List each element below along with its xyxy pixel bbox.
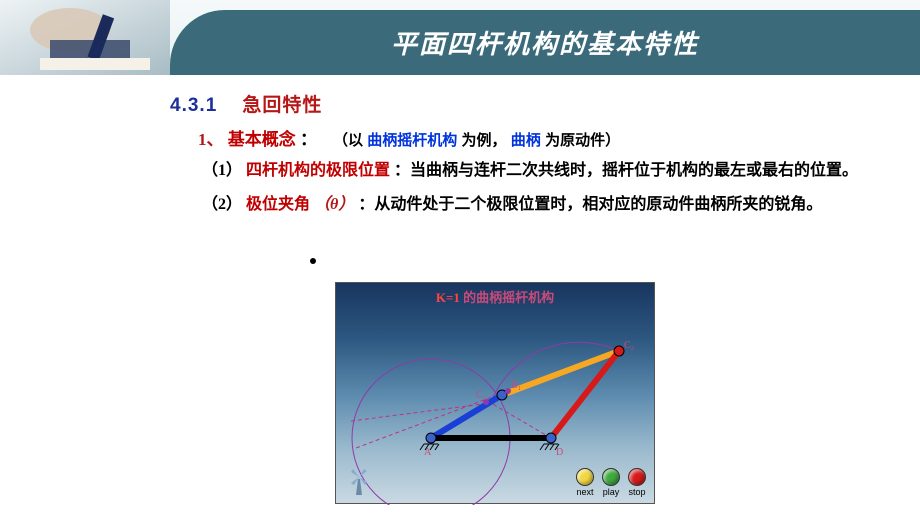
term-angle: 极位夹角 (246, 196, 310, 213)
concept-index: 1、 (198, 130, 224, 149)
concept-line: 1、 基本概念 ： （以 曲柄摇杆机构 为例， 曲柄 为原动件） (198, 125, 860, 150)
banner-title-area: 平面四杆机构的基本特性 (170, 10, 920, 75)
crank-circle (352, 359, 510, 505)
mechanism-diagram: K=1 的曲柄摇杆机构 A B₁ C₁ (335, 282, 655, 504)
crank-bar (431, 395, 502, 438)
section-number: 4.3.1 (170, 95, 217, 116)
stop-control: stop (628, 468, 646, 497)
joint-d (546, 433, 556, 443)
definition-1: （1） 四杆机构的极限位置 ：当曲柄与连杆二次共线时，摇杆位于机构的最左或最右的… (170, 156, 860, 186)
banner-photo (0, 0, 170, 75)
dashed-line-3 (491, 403, 551, 438)
definition-2: （2） 极位夹角 （θ） ：从动件处于二个极限位置时，相对应的原动件曲柄所夹的锐… (170, 190, 860, 220)
stop-button[interactable] (628, 468, 646, 486)
label-c2: C₂ (624, 340, 634, 351)
diagram-controls: next play stop (576, 468, 646, 497)
content-area: 4.3.1 急回特性 1、 基本概念 ： （以 曲柄摇杆机构 为例， 曲柄 为原… (0, 75, 920, 219)
label-d: D (556, 447, 563, 458)
label-a: A (424, 447, 432, 458)
concept-label: 基本概念 (228, 130, 296, 149)
next-control: next (576, 468, 594, 497)
joint-a (426, 433, 436, 443)
page-title: 平面四杆机构的基本特性 (391, 24, 699, 61)
bullet-dot (310, 258, 316, 264)
play-button[interactable] (602, 468, 620, 486)
section-heading: 4.3.1 急回特性 (170, 90, 860, 117)
theta-symbol: （θ） (314, 196, 354, 213)
driving-link: 曲柄 (511, 133, 541, 149)
label-c1: C₁ (476, 390, 486, 401)
joint-c (614, 346, 624, 356)
header-banner: 平面四杆机构的基本特性 (0, 0, 920, 75)
next-button[interactable] (576, 468, 594, 486)
term-limit-position: 四杆机构的极限位置 (246, 162, 390, 179)
windmill-icon (348, 465, 370, 495)
example-mechanism: 曲柄摇杆机构 (367, 133, 457, 149)
play-control: play (602, 468, 620, 497)
label-b1: B₁ (511, 380, 521, 391)
section-title: 急回特性 (242, 95, 322, 116)
